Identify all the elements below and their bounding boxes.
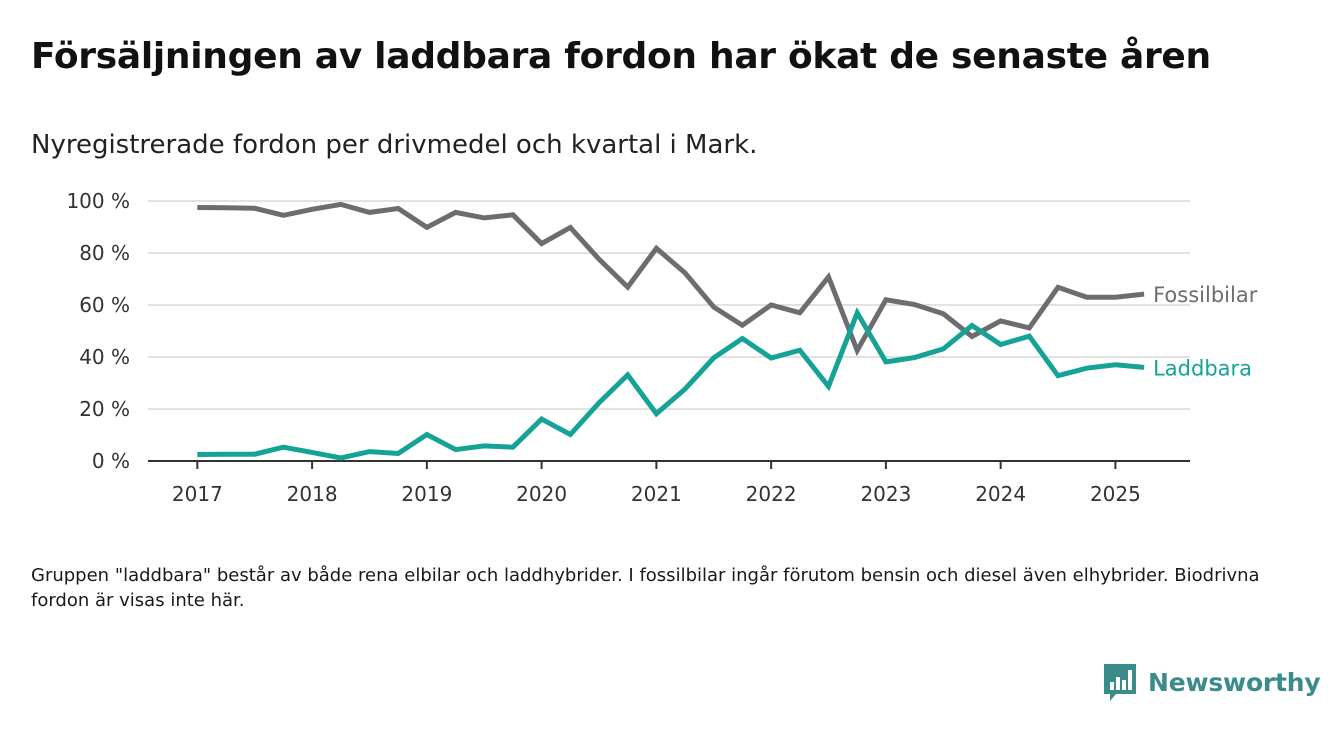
series-labels: Fossilbilar Laddbara <box>1153 283 1258 380</box>
series-label-fossilbilar: Fossilbilar <box>1153 283 1258 307</box>
brand-name: Newsworthy <box>1148 667 1321 697</box>
x-tick-label: 2025 <box>1090 482 1141 506</box>
chart-subtitle: Nyregistrerade fordon per drivmedel och … <box>31 130 758 160</box>
x-tick-label: 2020 <box>516 482 567 506</box>
y-tick-label: 0 % <box>92 449 130 473</box>
page-title: Försäljningen av laddbara fordon har öka… <box>31 36 1211 77</box>
x-tick-label: 2024 <box>975 482 1026 506</box>
x-tick-label: 2019 <box>401 482 452 506</box>
x-tick-label: 2017 <box>172 482 223 506</box>
x-axis: 2017 2018 2019 2020 2021 2022 2023 2024 2025 <box>148 460 1190 506</box>
newsworthy-chart-logo-icon <box>1104 664 1136 701</box>
series-label-laddbara: Laddbara <box>1153 356 1252 380</box>
y-tick-label: 100 % <box>66 189 130 213</box>
x-tick-label: 2018 <box>287 482 338 506</box>
x-tick-label: 2023 <box>860 482 911 506</box>
series-line-laddbara <box>197 307 1145 461</box>
series-line-fossilbilar <box>197 201 1145 357</box>
y-tick-label: 80 % <box>79 241 130 265</box>
x-tick-label: 2022 <box>746 482 797 506</box>
y-axis-tick-labels: 0 % 20 % 40 % 60 % 80 % 100 % <box>66 189 130 473</box>
y-tick-label: 40 % <box>79 345 130 369</box>
brand-logo[interactable]: Newsworthy <box>1102 662 1321 702</box>
y-tick-label: 60 % <box>79 293 130 317</box>
x-tick-label: 2021 <box>631 482 682 506</box>
series-lines <box>197 201 1145 461</box>
footnote: Gruppen "laddbara" består av både rena e… <box>31 565 1260 611</box>
grid-lines <box>148 200 1190 410</box>
y-tick-label: 20 % <box>79 397 130 421</box>
